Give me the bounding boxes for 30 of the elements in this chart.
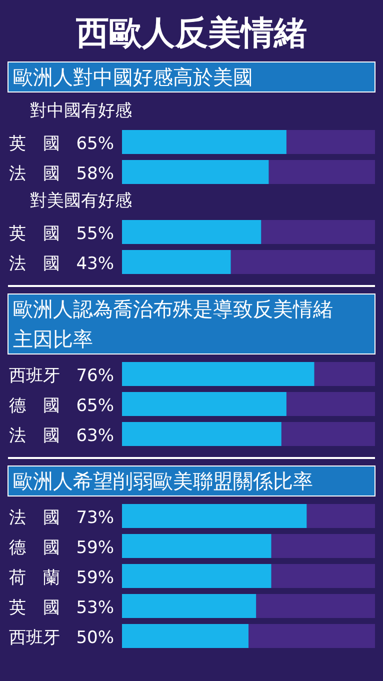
data-label: 58% — [76, 164, 114, 184]
category-label: 德 國 — [9, 396, 60, 416]
category-label: 法 國 — [9, 508, 60, 528]
data-label: 53% — [76, 598, 114, 618]
category-label: 法 國 — [9, 254, 60, 274]
category-label: 荷 蘭 — [9, 568, 60, 588]
data-label: 76% — [76, 366, 114, 386]
category-label: 英 國 — [9, 598, 60, 618]
text: 西歐人反美情緒 — [75, 13, 307, 52]
category-label: 法 國 — [9, 164, 60, 184]
category-label: 西班牙 — [9, 366, 60, 386]
chart-subtitle: 對中國有好感 — [30, 101, 132, 121]
category-label: 英 國 — [9, 224, 60, 244]
data-label: 65% — [76, 396, 114, 416]
chart-title: 歐洲人希望削弱歐美聯盟關係比率 — [13, 469, 313, 493]
data-label: 65% — [76, 134, 114, 154]
data-label: 59% — [76, 568, 114, 588]
data-label: 73% — [76, 508, 114, 528]
data-label: 55% — [76, 224, 114, 244]
data-label: 50% — [76, 628, 114, 648]
category-label: 德 國 — [9, 538, 60, 558]
chart-title: 歐洲人對中國好感高於美國 — [13, 65, 253, 89]
chart-subtitle: 對美國有好感 — [30, 191, 132, 211]
data-label: 59% — [76, 538, 114, 558]
category-label: 西班牙 — [9, 628, 60, 648]
category-label: 英 國 — [9, 134, 60, 154]
category-label: 法 國 — [9, 426, 60, 446]
data-label: 43% — [76, 254, 114, 274]
data-label: 63% — [76, 426, 114, 446]
chart-title: 歐洲人認為喬治布殊是導致反美情緒主因比率 — [13, 297, 333, 351]
